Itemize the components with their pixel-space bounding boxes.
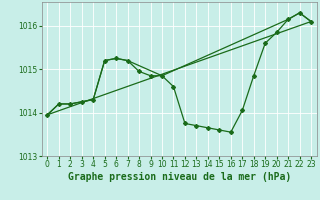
- X-axis label: Graphe pression niveau de la mer (hPa): Graphe pression niveau de la mer (hPa): [68, 172, 291, 182]
